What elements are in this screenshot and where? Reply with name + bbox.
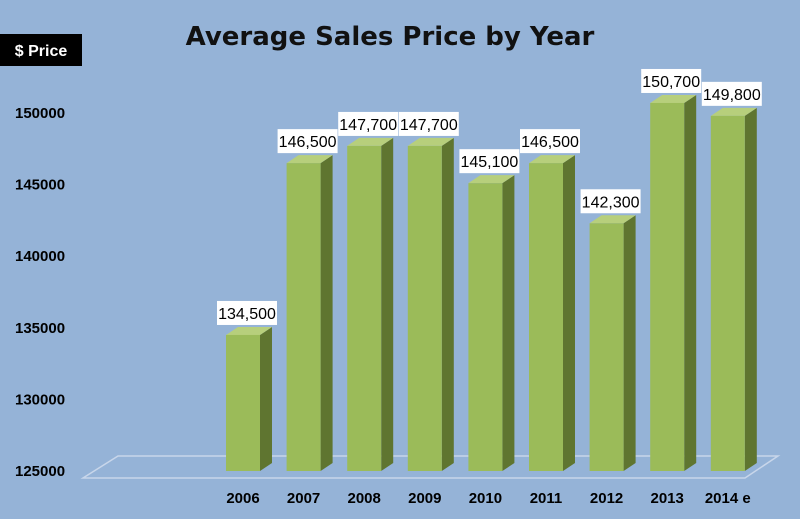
data-label-box — [701, 81, 762, 106]
bar-side — [502, 175, 515, 471]
bar-front — [468, 183, 503, 471]
bar-side — [320, 155, 333, 471]
data-label: 150,700 — [642, 74, 700, 91]
bar-2014-e: 149,800 — [701, 81, 762, 471]
x-axis-ticks: 2006 2007 2008 2009 2010 2011 2012 2013 2014 e — [226, 490, 750, 507]
data-label: 149,800 — [703, 87, 761, 104]
bar-front — [710, 115, 745, 471]
x-tick-label: 2010 — [469, 490, 502, 507]
bar-front — [650, 102, 685, 471]
y-tick-label: 150000 — [15, 105, 65, 122]
bar-front — [529, 163, 563, 471]
x-tick-label: 2007 — [287, 490, 320, 507]
bar-side — [563, 155, 575, 471]
bar-2006: 134,500 — [217, 300, 277, 471]
y-tick-label: 130000 — [15, 391, 65, 408]
data-label: 147,700 — [339, 117, 397, 134]
bar-side — [684, 94, 697, 471]
bar-2009: 147,700 — [398, 111, 459, 471]
y-axis-ticks: 125000 130000 135000 140000 145000 150000 — [15, 105, 65, 480]
bar-2008: 147,700 — [338, 111, 399, 471]
bar-side — [623, 215, 636, 471]
x-tick-label: 2008 — [348, 490, 381, 507]
bar-front — [286, 163, 321, 471]
bar-2010: 145,100 — [459, 149, 520, 471]
bar-2011: 146,500 — [520, 129, 580, 471]
bar-top — [407, 137, 454, 146]
bar-side — [744, 107, 757, 471]
x-tick-label: 2009 — [408, 490, 441, 507]
y-tick-label: 140000 — [15, 248, 65, 265]
bar-side — [441, 137, 454, 471]
bar-front — [407, 145, 442, 471]
data-label: 142,300 — [582, 194, 640, 211]
x-tick-label: 2006 — [226, 490, 259, 507]
bar-2007: 146,500 — [277, 129, 338, 471]
data-label-box — [520, 129, 580, 154]
bar-top — [529, 155, 575, 164]
bar-top — [286, 155, 333, 164]
bar-side — [381, 137, 394, 471]
data-label: 134,500 — [218, 306, 276, 323]
data-label-box — [398, 111, 459, 136]
data-label: 146,500 — [279, 134, 337, 151]
data-label-box — [641, 68, 702, 93]
y-tick-label: 145000 — [15, 177, 65, 194]
bar-front — [347, 145, 382, 471]
x-tick-label: 2011 — [530, 490, 563, 507]
bar-front — [226, 334, 260, 471]
data-label: 145,100 — [460, 154, 518, 171]
bar-top — [710, 107, 757, 116]
data-label-box — [338, 111, 399, 136]
bar-top — [589, 215, 636, 224]
bar-top — [347, 137, 394, 146]
bar-top — [468, 175, 515, 184]
bar-top — [650, 94, 697, 103]
bar-top — [226, 326, 272, 335]
y-axis-label: $ Price — [15, 43, 68, 60]
data-label-box — [217, 300, 277, 325]
x-tick-label: 2014 e — [705, 490, 751, 507]
data-label-box — [277, 129, 338, 154]
y-tick-label: 135000 — [15, 320, 65, 337]
x-tick-label: 2013 — [651, 490, 684, 507]
data-label: 147,700 — [400, 117, 458, 134]
x-tick-label: 2012 — [590, 490, 623, 507]
data-label: 146,500 — [521, 134, 579, 151]
data-label-box — [459, 149, 520, 174]
bar-front — [589, 223, 624, 471]
bar-2012: 142,300 — [580, 189, 641, 471]
chart-title: Average Sales Price by Year — [186, 22, 595, 52]
y-axis-label-box — [0, 34, 82, 66]
y-tick-label: 125000 — [15, 463, 65, 480]
data-label-box — [580, 189, 641, 214]
bar-side — [260, 326, 272, 471]
bar-2013: 150,700 — [641, 68, 702, 471]
